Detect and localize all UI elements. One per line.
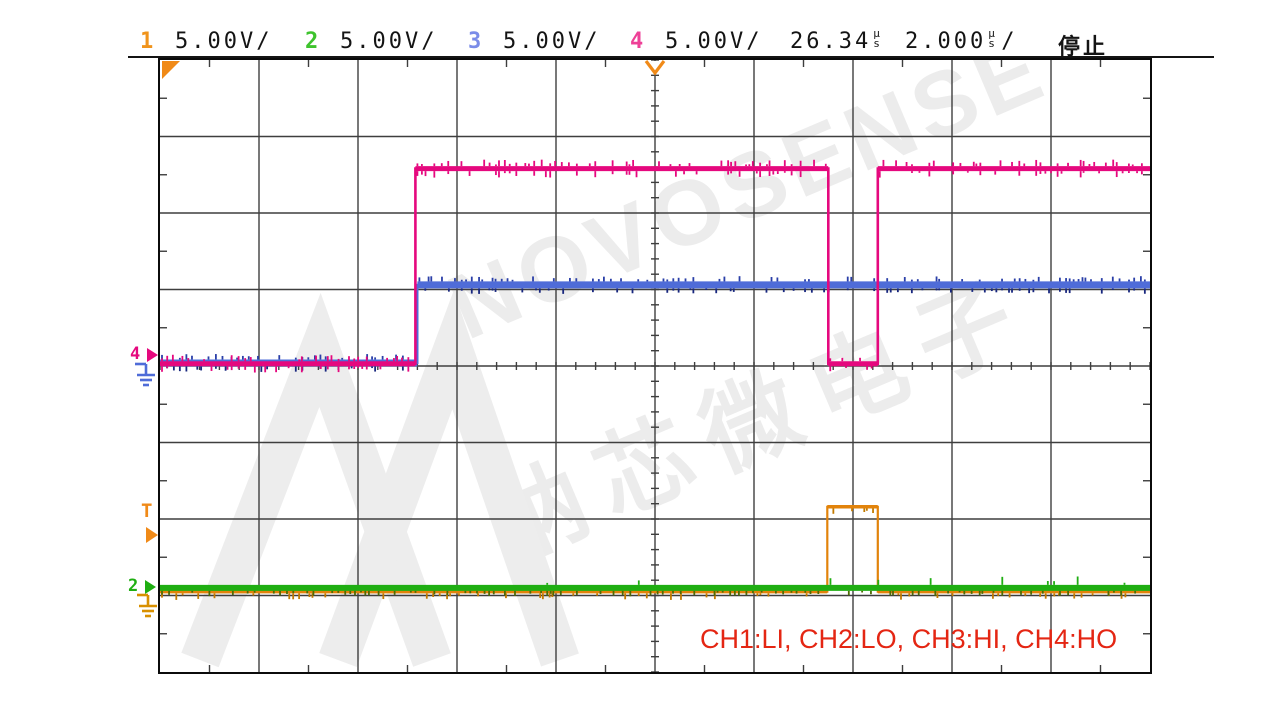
ch2-ground-marker-label: 2 bbox=[128, 576, 139, 596]
ch1-number: 1 bbox=[140, 29, 157, 54]
ch3-ground-symbol-icon bbox=[135, 362, 155, 387]
trigger-level-label: T bbox=[141, 500, 153, 522]
ch3-number: 3 bbox=[468, 29, 485, 54]
ch1-ground-symbol-icon bbox=[137, 593, 157, 618]
trigger-level-arrow-icon bbox=[146, 527, 158, 543]
header-separator bbox=[128, 56, 1214, 58]
ch4-ground-arrow-icon bbox=[147, 348, 158, 362]
ch4-ground-marker-label: 4 bbox=[130, 344, 141, 364]
ch2-number: 2 bbox=[305, 29, 322, 54]
ch4-number: 4 bbox=[630, 29, 647, 54]
watermark-logo-n bbox=[181, 290, 579, 668]
ch2-scale: 5.00V/ bbox=[340, 29, 438, 54]
ch4-scale: 5.00V/ bbox=[665, 29, 763, 54]
trigger-position-icon bbox=[644, 60, 666, 76]
ch1-scale: 5.00V/ bbox=[175, 29, 273, 54]
run-status-stopped: 停止 bbox=[1058, 35, 1109, 60]
ch2-ground-arrow-icon bbox=[145, 580, 156, 594]
time-offset-readout: 26.34 µ s bbox=[790, 27, 886, 54]
ch3-scale: 5.00V/ bbox=[503, 29, 601, 54]
timebase-readout: 2.000 µ s / bbox=[905, 27, 1018, 54]
waveform-canvas bbox=[160, 60, 1150, 672]
channel-annotation-text: CH1:LI, CH2:LO, CH3:HI, CH4:HO bbox=[700, 624, 1118, 654]
waveform-display: NOVOSENSE 纳芯微电子 bbox=[158, 58, 1152, 674]
